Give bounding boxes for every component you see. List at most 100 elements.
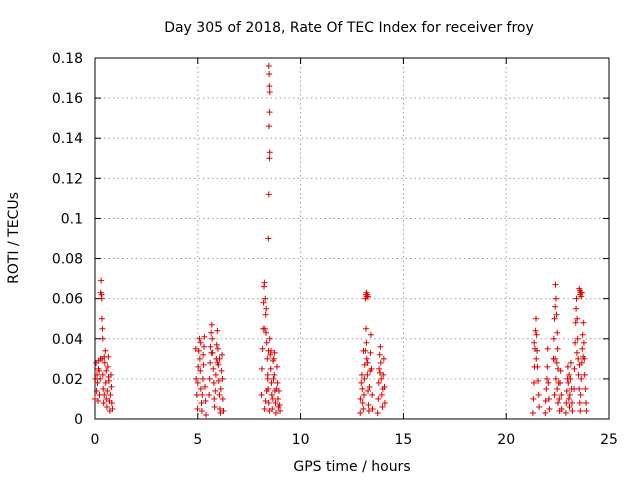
data-point xyxy=(102,347,109,354)
data-point xyxy=(544,345,551,352)
y-tick-label: 0 xyxy=(74,412,83,428)
data-point xyxy=(217,409,224,416)
data-point xyxy=(200,351,207,358)
data-point xyxy=(98,315,105,322)
data-point xyxy=(259,345,266,352)
data-point xyxy=(582,385,589,392)
data-point xyxy=(378,375,385,382)
axis-ticks: 0 0.02 0.04 0.06 0.08 0.1 0.12 0.14 0.16 0.18 0 5 10… xyxy=(52,51,618,448)
data-point xyxy=(535,391,542,398)
data-point xyxy=(100,399,107,406)
data-point xyxy=(580,339,587,346)
data-point xyxy=(580,353,587,360)
data-point xyxy=(101,353,108,360)
data-point xyxy=(575,371,582,378)
data-point xyxy=(271,371,278,378)
data-point xyxy=(533,331,540,338)
data-point xyxy=(212,371,219,378)
data-point xyxy=(212,387,219,394)
data-point xyxy=(277,407,284,414)
data-point xyxy=(558,391,565,398)
data-point xyxy=(265,399,272,406)
data-point xyxy=(208,349,215,356)
data-point xyxy=(270,357,277,364)
data-point xyxy=(101,359,108,366)
y-tick-label: 0.1 xyxy=(61,211,83,227)
data-point xyxy=(267,351,274,358)
data-point xyxy=(366,383,373,390)
data-point xyxy=(381,383,388,390)
data-point xyxy=(265,123,272,130)
data-point xyxy=(195,363,202,370)
data-point xyxy=(266,109,273,116)
data-point xyxy=(377,359,384,366)
y-tick-label: 0.14 xyxy=(52,131,83,147)
data-point xyxy=(210,365,217,372)
data-point xyxy=(276,387,283,394)
data-point xyxy=(550,335,557,342)
data-point xyxy=(211,395,218,402)
data-point xyxy=(215,377,222,384)
data-point xyxy=(360,347,367,354)
data-point xyxy=(583,407,590,414)
data-point xyxy=(552,303,559,310)
data-point xyxy=(368,365,375,372)
data-point xyxy=(555,399,562,406)
data-point xyxy=(102,379,109,386)
data-point xyxy=(197,339,204,346)
data-point xyxy=(219,375,226,382)
data-point xyxy=(578,293,585,300)
data-point xyxy=(377,343,384,350)
grid xyxy=(95,58,609,419)
data-point xyxy=(210,379,217,386)
data-point xyxy=(266,71,273,78)
data-point xyxy=(107,391,114,398)
x-axis-label: GPS time / hours xyxy=(293,459,410,475)
y-axis-label: ROTI / TECUs xyxy=(6,192,22,284)
data-point xyxy=(557,379,564,386)
data-point xyxy=(214,359,221,366)
data-point xyxy=(197,385,204,392)
data-point xyxy=(266,155,273,162)
data-point xyxy=(207,359,214,366)
data-point xyxy=(376,351,383,358)
data-point xyxy=(268,379,275,386)
data-point xyxy=(576,399,583,406)
y-tick-label: 0.16 xyxy=(52,91,83,107)
data-point xyxy=(566,403,573,410)
data-point xyxy=(551,315,558,322)
data-point xyxy=(554,345,561,352)
chart-title: Day 305 of 2018, Rate Of TEC Index for r… xyxy=(164,20,534,36)
data-point xyxy=(532,327,539,334)
data-point xyxy=(213,341,220,348)
data-point xyxy=(214,327,221,334)
data-point xyxy=(552,295,559,302)
data-point xyxy=(553,311,560,318)
y-tick-label: 0.06 xyxy=(52,292,83,308)
data-point xyxy=(266,89,273,96)
data-point xyxy=(273,363,280,370)
data-point xyxy=(201,383,208,390)
data-point xyxy=(572,339,579,346)
data-point xyxy=(554,385,561,392)
data-point xyxy=(95,397,102,404)
data-point xyxy=(219,351,226,358)
data-point xyxy=(358,371,365,378)
y-tick-label: 0.08 xyxy=(52,252,83,268)
data-point xyxy=(533,355,540,362)
data-point xyxy=(542,409,549,416)
data-point xyxy=(367,331,374,338)
data-point xyxy=(573,295,580,302)
data-point xyxy=(577,391,584,398)
data-point xyxy=(365,387,372,394)
data-point xyxy=(362,325,369,332)
data-point xyxy=(557,367,564,374)
data-point xyxy=(577,407,584,414)
data-point xyxy=(380,355,387,362)
data-point xyxy=(94,379,101,386)
plot-frame xyxy=(94,57,610,420)
data-point xyxy=(562,409,569,416)
data-point xyxy=(96,367,103,374)
data-point xyxy=(261,405,268,412)
data-point xyxy=(208,329,215,336)
